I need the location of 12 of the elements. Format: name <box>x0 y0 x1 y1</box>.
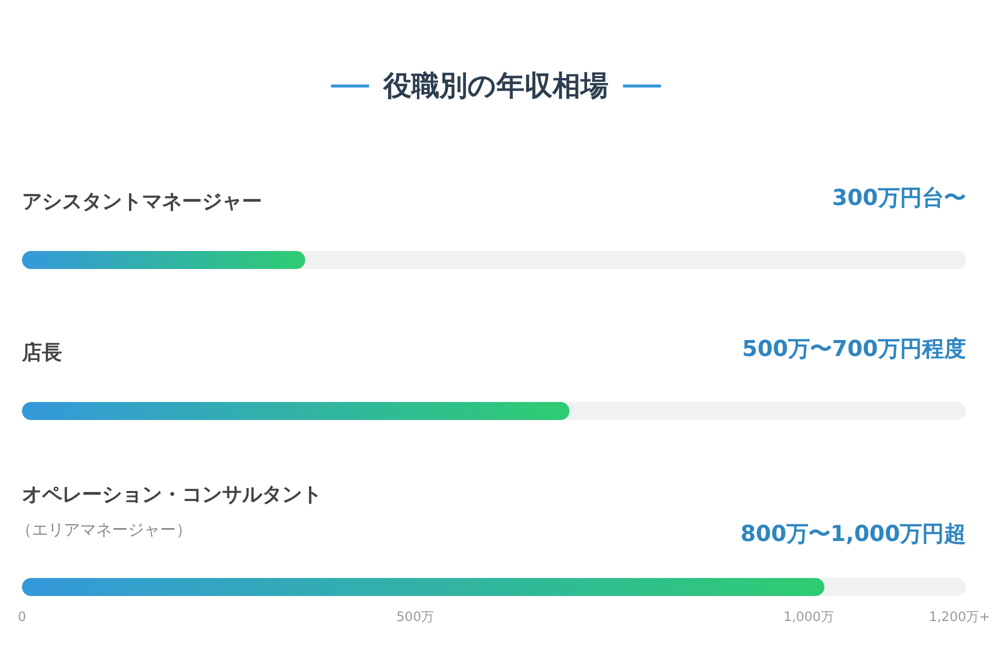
annotation: （エリアマネージャー） <box>16 520 192 539</box>
y-tick-label: 店長 <box>21 340 62 364</box>
y-tick-label: アシスタントマネージャー <box>22 189 262 213</box>
annotation: 800万〜1,000万円超 <box>740 522 966 547</box>
x-tick-label: 500万 <box>396 610 434 625</box>
chart-title: 役職別の年収相場 <box>382 69 608 102</box>
y-tick-label: オペレーション・コンサルタント <box>22 482 322 506</box>
annotation: 500万〜700万円程度 <box>742 336 966 362</box>
x-tick-label: 0 <box>18 610 26 625</box>
annotation: 300万円台〜 <box>832 186 966 211</box>
x-tick-label: 1,200万+ <box>928 610 990 625</box>
x-tick-label: 1,000万 <box>784 610 834 625</box>
